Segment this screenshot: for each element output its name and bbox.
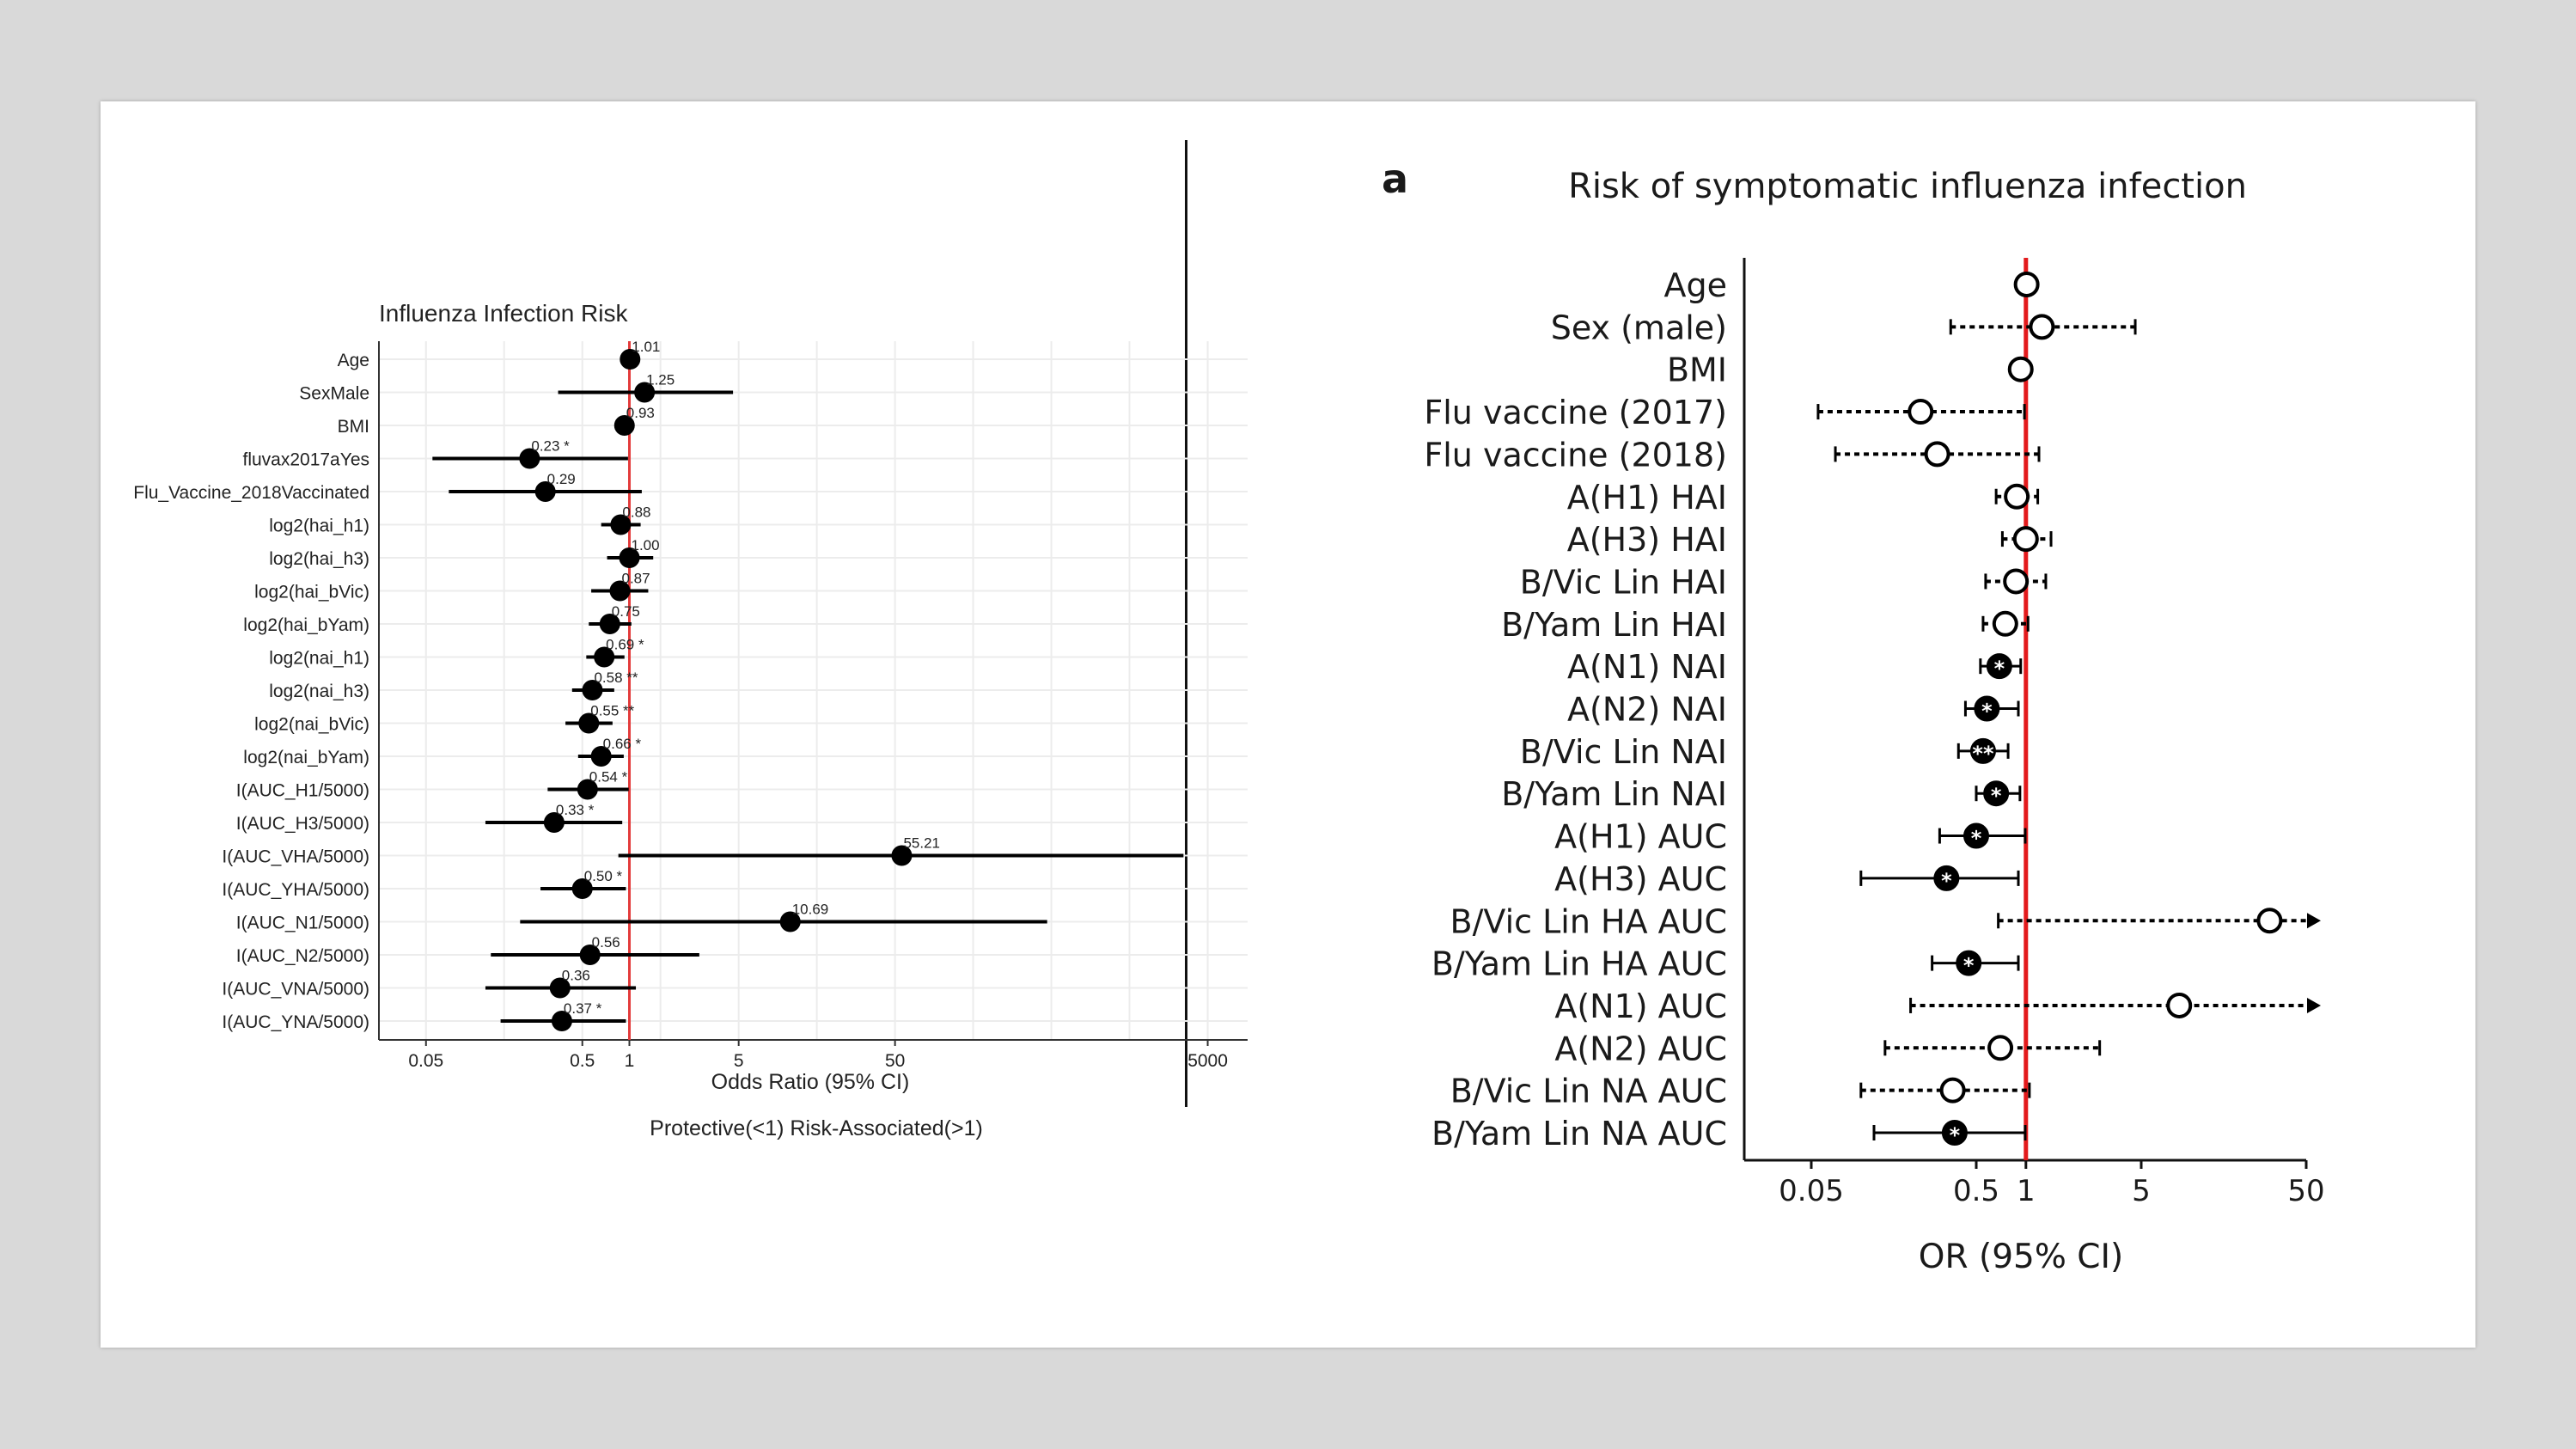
left-value-label-13: 0.54 *: [589, 769, 628, 786]
left-x-tick-label-5: 5000: [1187, 1051, 1228, 1071]
left-value-label-9: 0.69 *: [606, 637, 644, 653]
left-row-label-17: I(AUC_N1/5000): [236, 914, 369, 933]
left-value-label-18: 0.56: [592, 934, 620, 951]
left-x-tick-label-1: 0.5: [570, 1051, 595, 1071]
left-row-label-6: log2(hai_h3): [269, 549, 369, 569]
left-point-13: [577, 779, 598, 800]
left-point-11: [578, 712, 600, 734]
left-row-label-18: I(AUC_N2/5000): [236, 946, 369, 966]
left-point-12: [590, 746, 612, 767]
left-row-label-5: log2(hai_h1): [269, 517, 369, 536]
left-point-20: [551, 1011, 572, 1031]
left-value-label-16: 0.50 *: [584, 868, 623, 884]
left-point-5: [610, 514, 632, 535]
left-row-label-19: I(AUC_VNA/5000): [222, 980, 369, 1000]
left-row-label-16: I(AUC_YHA/5000): [222, 880, 369, 900]
left-value-label-3: 0.23 *: [531, 438, 570, 455]
left-row-label-2: BMI: [338, 417, 369, 437]
left-point-14: [543, 812, 565, 833]
left-value-label-5: 0.88: [622, 504, 650, 521]
left-plot-area: 0.05 0.5 1 5 50 5000 Age 1.01 SexMale 1.25 BMI 0.93…: [133, 339, 1248, 1071]
left-point-9: [594, 646, 615, 668]
left-point-18: [579, 945, 601, 965]
left-caption: Protective(<1) Risk-Associated(>1): [650, 1116, 983, 1140]
left-point-2: [613, 415, 635, 436]
left-row-label-13: I(AUC_H1/5000): [236, 781, 369, 801]
left-value-label-12: 0.66 *: [603, 736, 642, 752]
left-row-label-14: I(AUC_H3/5000): [236, 814, 369, 834]
left-row-label-9: log2(nai_h1): [269, 649, 369, 669]
left-row-label-10: log2(nai_h3): [269, 682, 369, 701]
left-row-label-11: log2(nai_bVic): [254, 715, 369, 735]
left-value-label-11: 0.55 **: [590, 703, 634, 719]
left-point-7: [609, 580, 631, 602]
left-value-label-6: 1.00: [632, 537, 660, 553]
left-point-19: [549, 977, 571, 999]
left-point-4: [534, 481, 556, 502]
left-value-label-19: 0.36: [562, 968, 590, 984]
left-chart-title: Influenza Infection Risk: [379, 300, 628, 327]
left-value-label-0: 1.01: [632, 339, 660, 355]
left-value-label-4: 0.29: [547, 471, 576, 487]
left-value-label-20: 0.37 *: [564, 1000, 602, 1017]
left-value-label-10: 0.58 **: [594, 669, 638, 686]
left-value-label-1: 1.25: [646, 372, 675, 388]
left-row-label-4: Flu_Vaccine_2018Vaccinated: [133, 483, 369, 503]
left-value-label-15: 55.21: [903, 835, 940, 852]
left-point-3: [519, 448, 540, 469]
left-row-label-1: SexMale: [299, 384, 369, 404]
figure-card: [101, 101, 2475, 1348]
left-value-label-14: 0.33 *: [556, 802, 595, 818]
left-value-label-7: 0.87: [621, 571, 650, 587]
left-row-label-12: log2(nai_bYam): [243, 748, 369, 767]
left-x-tick-label-0: 0.05: [408, 1051, 443, 1071]
left-row-label-0: Age: [338, 351, 369, 370]
left-row-label-15: I(AUC_VHA/5000): [222, 847, 369, 867]
left-point-8: [599, 614, 620, 634]
left-point-16: [571, 878, 593, 899]
left-value-label-8: 0.75: [612, 603, 640, 620]
left-point-1: [634, 382, 656, 403]
left-x-tick-label-3: 5: [734, 1051, 744, 1071]
left-row-label-7: log2(hai_bVic): [254, 583, 369, 602]
left-point-0: [620, 349, 641, 370]
left-row-label-8: log2(hai_bYam): [243, 615, 369, 635]
left-x-axis-label: Odds Ratio (95% CI): [711, 1070, 910, 1094]
left-row-label-20: I(AUC_YNA/5000): [222, 1012, 369, 1032]
left-x-tick-label-4: 50: [885, 1051, 905, 1071]
left-x-tick-label-2: 1: [625, 1051, 635, 1071]
left-point-15: [891, 845, 913, 866]
left-value-label-2: 0.93: [626, 405, 655, 421]
left-row-label-3: fluvax2017aYes: [242, 450, 369, 470]
left-point-17: [779, 911, 801, 932]
left-point-6: [619, 547, 640, 568]
left-point-10: [582, 680, 603, 700]
left-value-label-17: 10.69: [792, 902, 829, 918]
